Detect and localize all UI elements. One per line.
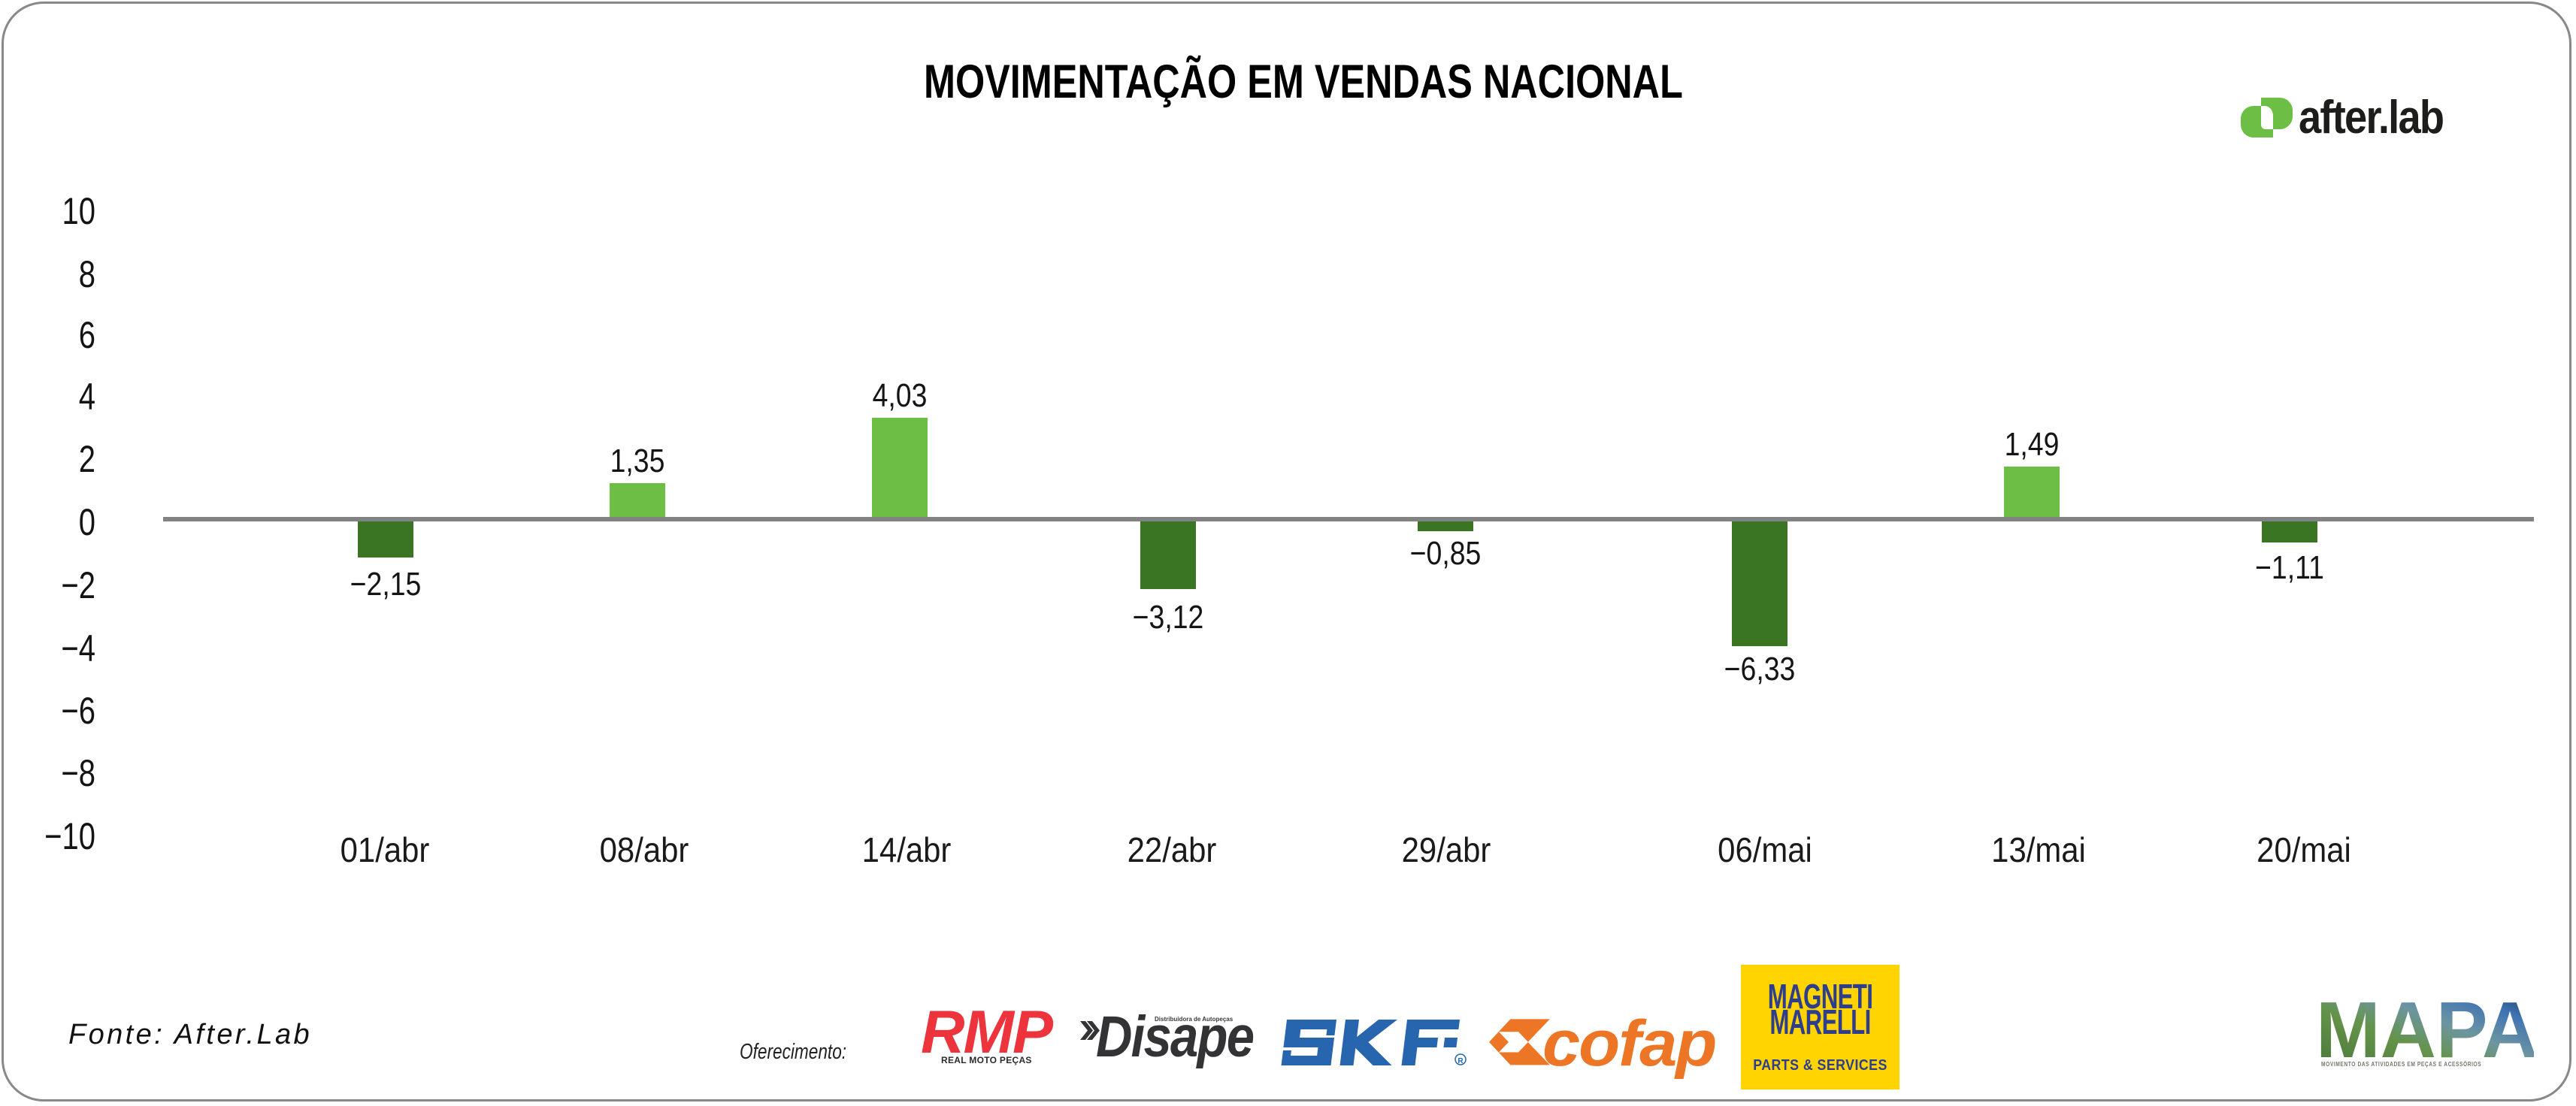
svg-text:MAPA: MAPA bbox=[2316, 998, 2534, 1061]
svg-text:R: R bbox=[1458, 1057, 1464, 1065]
